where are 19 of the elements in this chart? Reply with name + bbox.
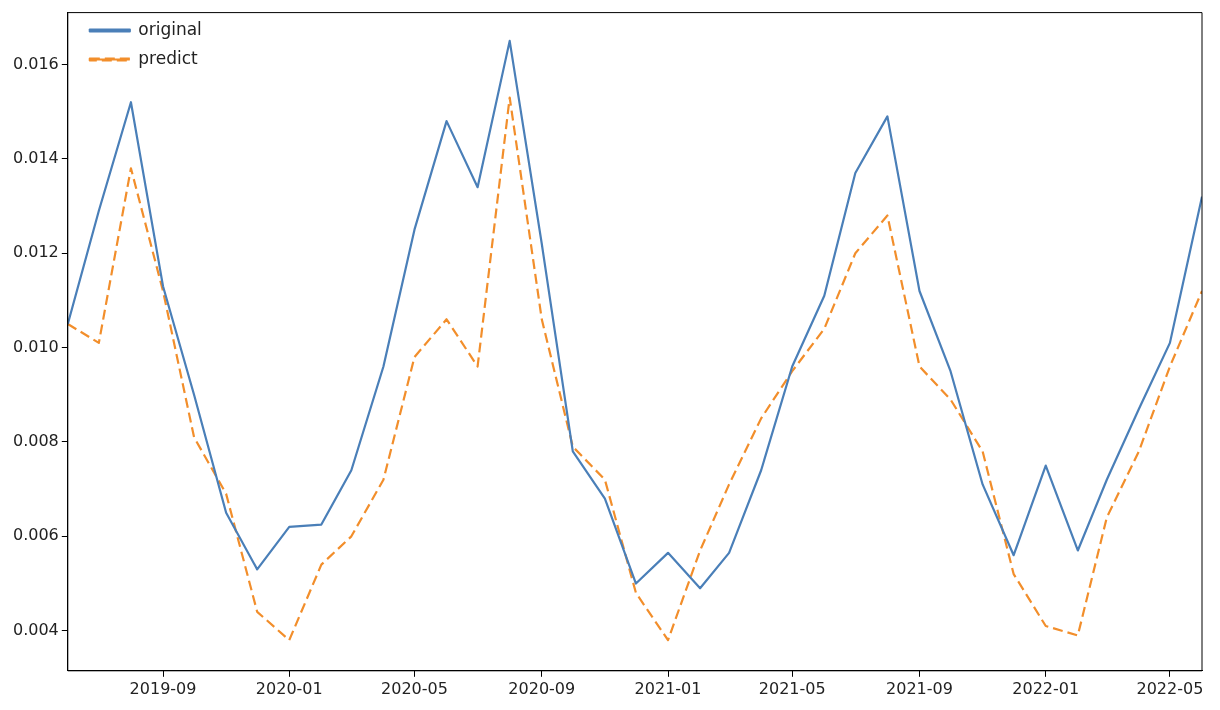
x-tick-label: 2021-05 <box>758 678 826 698</box>
y-tick-label: 0.014 <box>12 148 59 168</box>
x-tick-label: 2022-05 <box>1136 678 1204 698</box>
x-tick-label: 2021-09 <box>886 678 953 698</box>
x-tick-label: 2020-05 <box>381 678 448 698</box>
x-tick-label: 2020-09 <box>508 678 576 698</box>
y-tick-label: 0.012 <box>12 242 59 262</box>
y-tick-label: 0.016 <box>12 53 59 73</box>
x-tick-label: 2020-01 <box>255 678 323 698</box>
line-series <box>67 96 1202 642</box>
y-tick-label: 0.008 <box>12 431 59 451</box>
x-tick-label: 2021-01 <box>634 678 702 698</box>
y-tick-label: 0.010 <box>12 336 59 356</box>
legend-label: original <box>138 18 202 39</box>
y-tick-label: 0.004 <box>12 619 59 639</box>
x-tick-label: 2022-01 <box>1012 678 1080 698</box>
y-tick-label: 0.006 <box>12 525 59 545</box>
x-tick-label: 2019-09 <box>129 678 197 698</box>
legend-label: predict <box>138 47 199 68</box>
